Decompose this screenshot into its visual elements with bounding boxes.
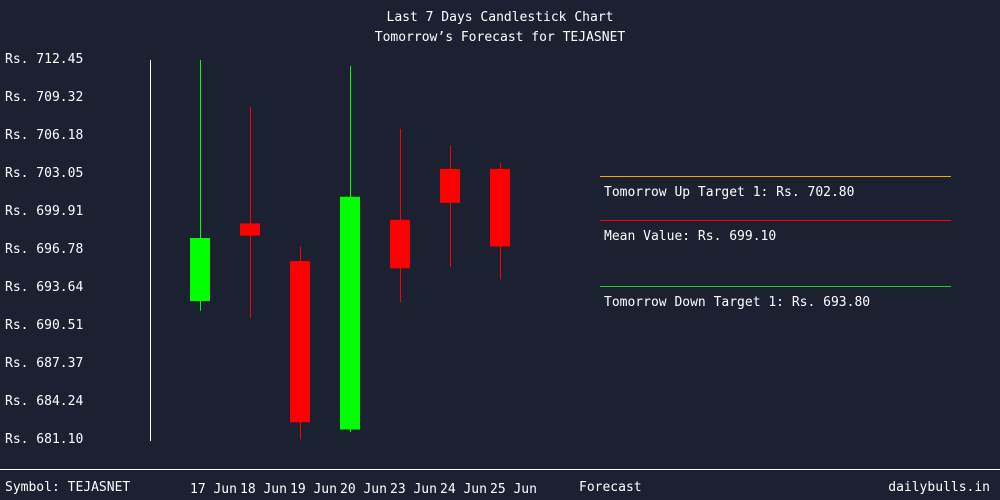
mean-value-text: Mean Value: Rs. 699.10 <box>604 229 777 244</box>
x-tick-label: 19 Jun <box>290 482 337 497</box>
candle <box>440 145 460 268</box>
forecast-label: Forecast <box>579 480 642 495</box>
site-link[interactable]: dailybulls.in <box>888 480 990 495</box>
candle <box>290 246 310 440</box>
candle-body <box>240 223 260 236</box>
down-target: Tomorrow Down Target 1: Rs. 693.80 <box>600 286 951 310</box>
candle-body <box>390 219 410 269</box>
candle <box>490 162 510 280</box>
down-target-text: Tomorrow Down Target 1: Rs. 693.80 <box>604 295 871 310</box>
candle <box>240 107 260 318</box>
y-tick-label: Rs. 690.51 <box>5 318 83 333</box>
mean-value: Mean Value: Rs. 699.10 <box>600 220 951 244</box>
candle <box>390 128 410 303</box>
chart-title: Last 7 Days Candlestick Chart <box>386 10 614 25</box>
candle-body <box>290 261 310 423</box>
y-tick-label: Rs. 703.05 <box>5 166 83 181</box>
footer-divider <box>0 469 1000 470</box>
y-tick-label: Rs. 696.78 <box>5 242 83 257</box>
x-tick-label: 24 Jun <box>440 482 487 497</box>
up-target-text: Tomorrow Up Target 1: Rs. 702.80 <box>604 185 855 200</box>
y-tick-label: Rs. 699.91 <box>5 204 83 219</box>
candle-body <box>340 196 360 430</box>
down-target-line <box>600 286 951 287</box>
y-tick-label: Rs. 687.37 <box>5 356 83 371</box>
y-axis-labels: Rs. 712.45 Rs. 709.32 Rs. 706.18 Rs. 703.05… <box>5 52 83 447</box>
candle <box>190 59 210 311</box>
y-tick-label: Rs. 712.45 <box>5 52 83 67</box>
y-tick-label: Rs. 693.64 <box>5 280 83 295</box>
candle-body <box>440 168 460 203</box>
chart-subtitle: Tomorrow’s Forecast for TEJASNET <box>374 30 626 45</box>
y-tick-label: Rs. 681.10 <box>5 432 83 447</box>
x-tick-label: 17 Jun <box>190 482 237 497</box>
symbol-label: Symbol: TEJASNET <box>5 480 131 495</box>
up-target-line <box>600 176 951 177</box>
y-tick-label: Rs. 706.18 <box>5 128 83 143</box>
x-axis-labels: 17 Jun 18 Jun 19 Jun 20 Jun 23 Jun 24 Jun 25 J… <box>190 482 537 497</box>
x-tick-label: 25 Jun <box>490 482 537 497</box>
y-tick-label: Rs. 709.32 <box>5 90 83 105</box>
candle-body <box>490 168 510 247</box>
x-tick-label: 20 Jun <box>340 482 387 497</box>
y-tick-label: Rs. 684.24 <box>5 394 83 409</box>
candle <box>340 65 360 432</box>
x-tick-label: 18 Jun <box>240 482 287 497</box>
candles <box>190 59 510 440</box>
up-target: Tomorrow Up Target 1: Rs. 702.80 <box>600 176 951 200</box>
candle-body <box>190 238 210 302</box>
mean-value-line <box>600 220 951 221</box>
x-tick-label: 23 Jun <box>390 482 437 497</box>
